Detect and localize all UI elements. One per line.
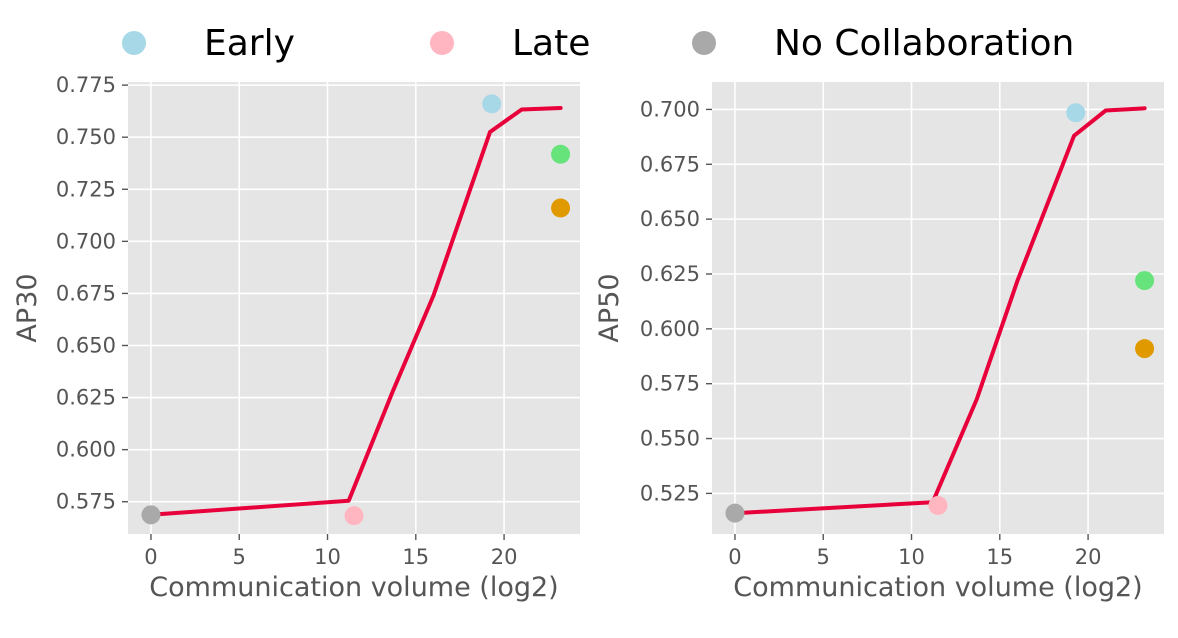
ap30-y-tick-label: 0.675 xyxy=(56,281,116,305)
legend: Early Late No Collaboration xyxy=(0,0,1178,80)
ap50-y-tick-label: 0.525 xyxy=(640,481,700,505)
ap50-data-point xyxy=(1066,103,1086,123)
ap30-x-tick-label: 0 xyxy=(144,545,157,569)
ap30-x-tick-label: 5 xyxy=(233,545,246,569)
ap30-y-tick-label: 0.750 xyxy=(56,125,116,149)
ap50-y-tick-label: 0.650 xyxy=(640,207,700,231)
ap30-x-tick-label: 15 xyxy=(402,545,429,569)
ap30-data-point xyxy=(344,506,364,526)
ap50-x-tick-label: 15 xyxy=(986,545,1013,569)
ap30-trend-line xyxy=(149,106,563,517)
ap50-x-tick-label: 10 xyxy=(898,545,925,569)
ap50-x-axis-label: Communication volume (log2) xyxy=(733,572,1142,603)
ap50-y-tick-label: 0.600 xyxy=(640,317,700,341)
ap50-data-point xyxy=(725,503,745,523)
ap50-plot-area xyxy=(712,82,1164,534)
ap50-data-point xyxy=(1135,271,1155,291)
ap30-data-point xyxy=(482,94,502,114)
ap50-y-tick-label: 0.575 xyxy=(640,372,700,396)
legend-item-late: Late xyxy=(430,18,590,68)
ap30-data-point xyxy=(551,144,571,164)
ap30-data-point xyxy=(141,505,161,525)
ap50-y-tick-label: 0.700 xyxy=(640,97,700,121)
ap30-y-tick-label: 0.575 xyxy=(56,490,116,514)
legend-item-no-collaboration: No Collaboration xyxy=(692,18,1074,68)
ap50-x-tick-label: 20 xyxy=(1075,545,1102,569)
legend-marker-late xyxy=(430,31,454,55)
ap50-x-tick-label: 0 xyxy=(728,545,741,569)
ap30-y-tick-label: 0.775 xyxy=(56,73,116,97)
ap30-y-tick-label: 0.600 xyxy=(56,438,116,462)
legend-label-early: Early xyxy=(204,22,295,64)
ap50-y-tick-label: 0.625 xyxy=(640,262,700,286)
ap30-x-tick-label: 10 xyxy=(314,545,341,569)
ap30-y-axis-label: AP30 xyxy=(12,273,43,342)
ap50-data-point xyxy=(928,495,948,515)
ap30-y-tick-label: 0.625 xyxy=(56,386,116,410)
legend-label-late: Late xyxy=(512,22,591,64)
legend-item-early: Early xyxy=(122,18,295,68)
legend-marker-early xyxy=(122,31,146,55)
ap50-y-tick-label: 0.675 xyxy=(640,152,700,176)
legend-label-no-collaboration: No Collaboration xyxy=(774,22,1075,64)
legend-marker-no-collaboration xyxy=(692,31,716,55)
ap30-x-axis-label: Communication volume (log2) xyxy=(149,572,558,603)
ap50-x-tick-label: 5 xyxy=(817,545,830,569)
ap30-x-tick-label: 20 xyxy=(491,545,518,569)
ap30-y-tick-label: 0.700 xyxy=(56,229,116,253)
ap30-data-point xyxy=(551,198,571,218)
ap50-y-axis-label: AP50 xyxy=(594,273,625,342)
ap50-data-point xyxy=(1135,339,1155,359)
ap50-y-tick-label: 0.550 xyxy=(640,427,700,451)
ap30-y-tick-label: 0.725 xyxy=(56,177,116,201)
ap30-y-tick-label: 0.650 xyxy=(56,333,116,357)
